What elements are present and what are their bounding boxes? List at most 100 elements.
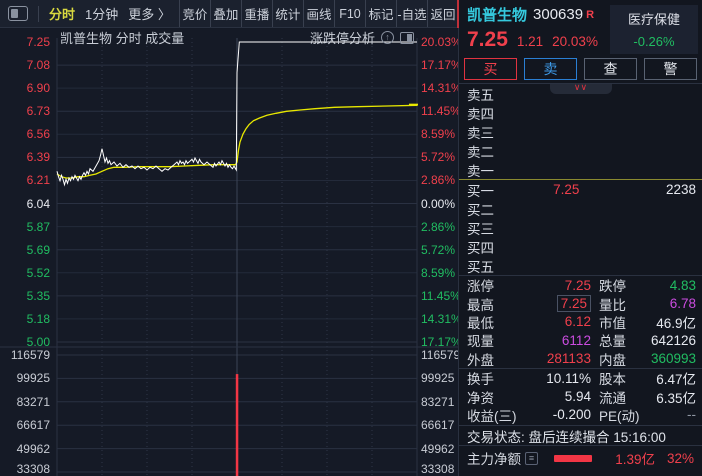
main-force-bar — [554, 454, 592, 462]
stat-label: 换手 — [467, 372, 494, 388]
axis-label: 20.03% — [421, 35, 462, 49]
order-price: 7.25 — [553, 182, 580, 197]
panel-accent-line — [457, 0, 459, 28]
axis-label: 5.72% — [421, 150, 456, 165]
axis-label: 8.59% — [421, 265, 456, 280]
stat-row: 净资 5.94 流通 6.35亿 — [459, 387, 702, 406]
intraday-plot[interactable] — [0, 0, 458, 476]
main-force-row[interactable]: 主力净额 ≡ 1.39亿 32% — [459, 446, 702, 470]
expand-up-icon[interactable]: ↑ — [381, 31, 394, 44]
axis-label: 6.56 — [26, 127, 50, 142]
price-change: 1.21 — [516, 34, 544, 49]
collapse-tab[interactable]: ∨∨ — [549, 82, 612, 94]
axis-label: 11.45% — [421, 104, 461, 119]
chart-title: 凯普生物 分时 成交量 — [60, 31, 185, 46]
side-panel-icon[interactable] — [400, 31, 414, 44]
chevron-down-icon: ∨∨ — [573, 82, 588, 92]
stat-value: 6112 — [525, 333, 591, 348]
price-change-pct: 20.03% — [552, 34, 598, 49]
average-axis-marker — [409, 103, 418, 106]
industry-box[interactable]: 医疗保健 -0.26% — [610, 5, 698, 54]
tab-interval[interactable]: 1分钟 — [85, 7, 119, 22]
trade-status-row: 交易状态: 盘后连续撮合 15:16:00 — [459, 425, 702, 447]
section-divider — [459, 367, 702, 369]
price-row: 7.25 1.21 20.03% — [459, 25, 702, 54]
toolbar-button[interactable]: 画线 — [302, 0, 334, 27]
stat-row: 外盘 281133 内盘 360993 — [459, 350, 702, 368]
stat-value-text: 10.11% — [546, 370, 591, 386]
axis-label: 5.69 — [26, 242, 50, 257]
order-level-label: 卖一 — [467, 163, 494, 179]
toolbar-button[interactable]: -自选 — [395, 0, 427, 27]
stock-code: 300639 — [533, 6, 584, 23]
alert-button[interactable]: 警 — [644, 58, 697, 80]
order-level-label: 买三 — [467, 221, 494, 237]
more-menu[interactable]: 更多 〉 — [128, 7, 171, 22]
axis-label: 6.04 — [26, 196, 50, 211]
sell-button[interactable]: 卖 — [524, 58, 577, 80]
order-row[interactable]: 买二 — [459, 199, 702, 218]
axis-label: 83271 — [16, 394, 50, 409]
last-price: 7.25 — [467, 28, 508, 51]
price-line — [56, 41, 417, 187]
stat-value-text: 6.12 — [564, 314, 591, 330]
stat-value: -0.200 — [525, 407, 591, 422]
section-divider — [459, 275, 702, 276]
main-force-label: 主力净额 — [467, 452, 521, 468]
axis-label: 14.31% — [421, 81, 462, 96]
axis-label: 5.72% — [421, 242, 456, 257]
detail-list-icon[interactable]: ≡ — [525, 451, 538, 465]
order-row[interactable]: 买四 — [459, 237, 702, 256]
stat-value-text: 281133 — [546, 351, 591, 367]
axis-label: 5.52 — [26, 265, 50, 280]
axis-label: 66617 — [421, 418, 455, 433]
order-row[interactable]: 卖三 — [459, 122, 702, 141]
stat-value: 4.83 — [669, 277, 696, 293]
order-level-label: 买五 — [467, 259, 494, 275]
order-row[interactable]: 卖一 — [459, 160, 702, 179]
limit-analysis-link[interactable]: 涨跌停分析 — [309, 31, 375, 46]
order-row[interactable]: 卖四 — [459, 103, 702, 122]
toolbar-button-group: 竞价 叠加 重播 统计 画线 F10 标记 -自选 返回 — [178, 0, 458, 27]
stat-label: 内盘 — [598, 352, 626, 368]
order-row[interactable]: 买一 7.25 2238 — [459, 180, 702, 199]
toolbar-button[interactable]: 统计 — [271, 0, 303, 27]
order-row[interactable]: 买五 — [459, 256, 702, 275]
buy-button[interactable]: 买 — [464, 58, 517, 80]
order-row[interactable]: 卖五 — [459, 84, 702, 103]
high-price-value[interactable]: 7.25 — [556, 295, 591, 313]
toolbar-button[interactable]: 重播 — [240, 0, 272, 27]
tab-timeshare[interactable]: 分时 — [49, 7, 76, 22]
stat-value: -- — [687, 407, 696, 423]
toolbar-button[interactable]: 竞价 — [178, 0, 210, 27]
order-level-label: 买二 — [467, 202, 494, 218]
stat-label: 收益(三) — [467, 408, 517, 424]
stat-value: 46.9亿 — [656, 315, 696, 331]
toolbar-button[interactable]: 叠加 — [209, 0, 241, 27]
stat-label: 现量 — [467, 334, 494, 350]
stat-value: 6.78 — [669, 296, 696, 312]
industry-name[interactable]: 医疗保健 — [627, 12, 680, 27]
intraday-chart[interactable]: 7.25 7.08 6.90 6.73 6.56 6.39 6.21 6.04 5.87 5.69… — [0, 0, 462, 476]
axis-label: 5.18 — [26, 311, 50, 326]
stat-row: 现量 6112 总量 642126 — [459, 331, 702, 350]
order-row[interactable]: 买三 — [459, 218, 702, 237]
axis-label: 6.90 — [26, 81, 50, 96]
axis-label: 2.86% — [421, 173, 456, 188]
toolbar-button[interactable]: 标记 — [364, 0, 396, 27]
stock-header: 凯普生物 300639 R — [459, 0, 702, 25]
axis-label: 33308 — [421, 462, 455, 476]
stat-value: 6.47亿 — [656, 372, 696, 388]
toolbar-button[interactable]: 返回 — [427, 0, 458, 27]
stat-value-text: 7.25 — [564, 277, 591, 293]
axis-label: 99925 — [16, 371, 50, 386]
toolbar-button[interactable]: F10 — [333, 0, 365, 27]
order-row[interactable]: 卖二 — [459, 141, 702, 160]
query-button[interactable]: 查 — [584, 58, 637, 80]
stat-value: 5.94 — [525, 389, 591, 404]
order-level-label: 卖二 — [467, 144, 494, 160]
toolbar-divider — [38, 5, 39, 22]
axis-label: 0.00% — [421, 196, 456, 211]
layout-toggle-icon[interactable] — [8, 6, 28, 21]
chart-background — [0, 29, 458, 476]
